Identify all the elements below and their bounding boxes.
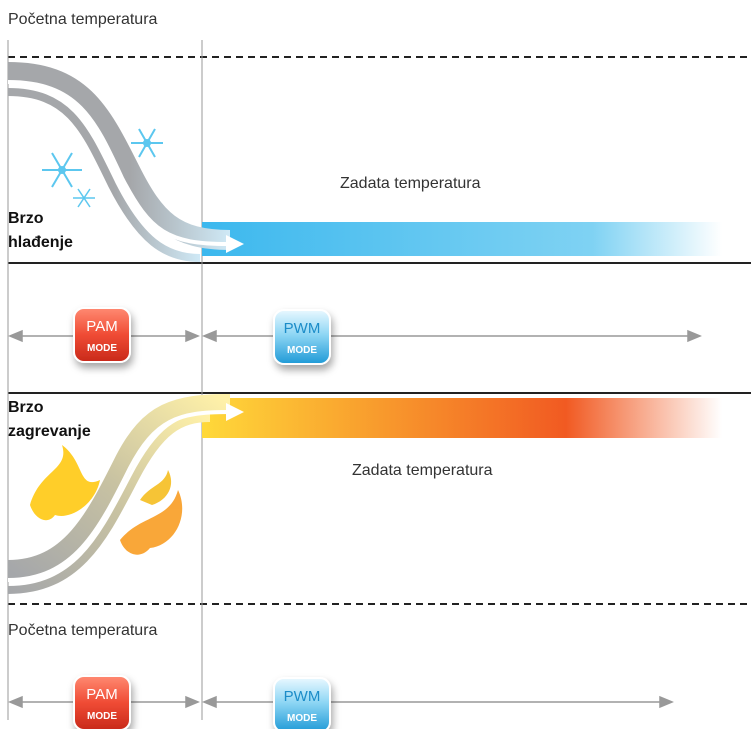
pam-badge-bottom-mode-label: MODE [87, 711, 117, 722]
initial-temp-label-bottom: Početna temperatura [8, 622, 158, 639]
heating-curve [7, 394, 244, 594]
pwm-badge-bottom-mode-label: MODE [287, 713, 317, 724]
pwm-badge-mode-label: MODE [287, 345, 317, 356]
cooling-curve [7, 62, 244, 262]
heating-temp-band [202, 398, 722, 438]
pam-badge-bottom-label: PAM [86, 686, 117, 703]
pwm-badge-bottom-label: PWM [284, 688, 321, 705]
pam-badge-mode-label: MODE [87, 343, 117, 354]
cooling-temp-band [202, 222, 722, 256]
initial-temp-label-top: Početna temperatura [8, 11, 158, 28]
set-temp-label-heating: Zadata temperatura [352, 462, 493, 479]
flame-icon [30, 445, 183, 555]
pam-mode-badge: PAM MODE [73, 307, 131, 363]
snowflake-icon [42, 128, 163, 208]
pwm-badge-label: PWM [284, 320, 321, 337]
fast-cooling-line2: hlađenje [8, 234, 73, 251]
fast-heating-label: Brzo zagrevanje [8, 396, 91, 444]
fast-cooling-label: Brzo hlađenje [8, 207, 73, 255]
fast-heating-line1: Brzo [8, 399, 44, 416]
pwm-mode-badge: PWM MODE [273, 309, 331, 365]
pam-badge-label: PAM [86, 318, 117, 335]
pwm-mode-badge-bottom: PWM MODE [273, 677, 331, 729]
pam-mode-badge-bottom: PAM MODE [73, 675, 131, 729]
set-temp-label-cooling: Zadata temperatura [340, 175, 481, 192]
fast-heating-line2: zagrevanje [8, 423, 91, 440]
fast-cooling-line1: Brzo [8, 210, 44, 227]
